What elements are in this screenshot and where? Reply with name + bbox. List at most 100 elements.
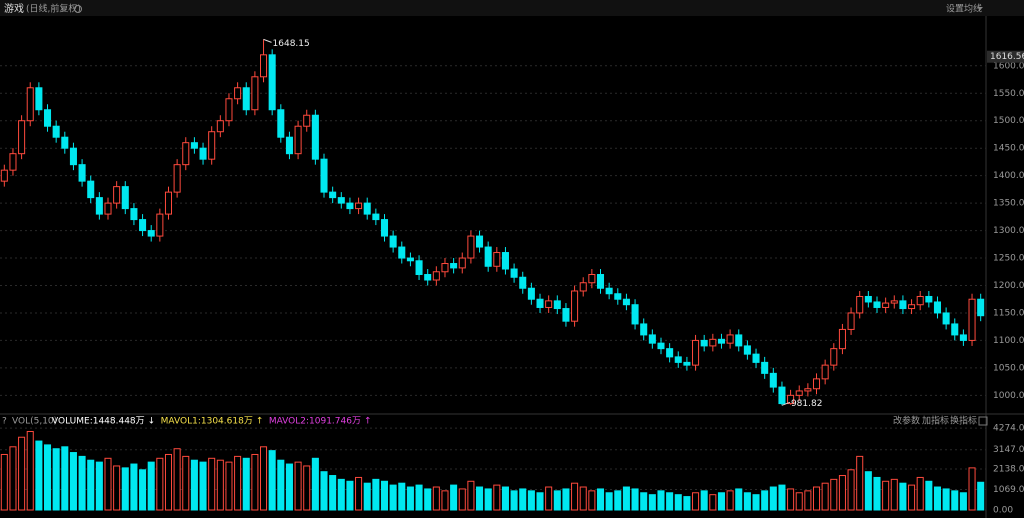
- candle-body: [52, 125, 60, 138]
- settings-icon[interactable]: [74, 5, 82, 13]
- low-annotation: 981.82: [791, 399, 823, 409]
- candle-body: [87, 180, 95, 199]
- candle-body: [0, 169, 8, 182]
- annotation-arrow: [781, 401, 791, 406]
- candle-body: [303, 114, 311, 127]
- volume-bar: [519, 488, 527, 511]
- vol-title: VOL(5,10): [12, 417, 57, 427]
- volume-bar: [476, 486, 484, 511]
- volume-bar: [812, 486, 821, 511]
- candle-body: [346, 202, 354, 210]
- candle-body: [173, 164, 181, 193]
- volume-bar: [139, 469, 147, 511]
- candle-body: [467, 235, 475, 259]
- y-tick-label: 1000.00: [993, 391, 1024, 401]
- candle-body: [838, 328, 846, 350]
- candle-body: [769, 372, 777, 388]
- volume-bar: [398, 482, 406, 511]
- volume-bar: [277, 459, 285, 511]
- volume-bar: [510, 490, 518, 511]
- volume-bar: [355, 476, 363, 511]
- candle-body: [216, 120, 224, 133]
- volume-bar: [959, 492, 967, 511]
- volume-bar: [553, 490, 561, 511]
- candle-body: [519, 276, 527, 289]
- candle-body: [614, 293, 622, 300]
- volume-bar: [890, 478, 898, 511]
- candle-body: [484, 246, 492, 267]
- volume-bar: [657, 490, 665, 511]
- candle-body: [674, 356, 682, 363]
- legend-arrow: ↑: [364, 417, 372, 427]
- volume-bar: [493, 484, 501, 511]
- volume-bar: [182, 455, 190, 511]
- candle-body: [372, 213, 380, 221]
- candle-body: [225, 98, 233, 122]
- candle-body: [847, 312, 855, 330]
- volume-bar: [873, 476, 881, 511]
- candle-body: [182, 142, 190, 166]
- volume-bar: [666, 492, 674, 511]
- vol-help[interactable]: ?: [2, 417, 7, 427]
- toolbar-button[interactable]: 改参数: [893, 415, 920, 427]
- candle-body: [536, 298, 544, 308]
- candle-body: [139, 219, 147, 232]
- toolbar-button[interactable]: 加指标: [922, 415, 949, 427]
- period: (日线,前复权): [26, 3, 81, 15]
- candle-body: [164, 191, 173, 215]
- legend-entry: MAVOL2:1091.746万: [269, 417, 361, 427]
- volume-bar: [441, 490, 449, 511]
- volume-bar: [968, 467, 976, 511]
- candle-body: [501, 252, 509, 270]
- volume-bar: [769, 486, 777, 511]
- volume-bar: [648, 494, 656, 511]
- volume-bar: [190, 459, 198, 511]
- candle-body: [959, 334, 967, 341]
- candle-body: [761, 361, 769, 374]
- candle-body: [121, 186, 129, 210]
- y-tick-label: 3147.00: [993, 445, 1024, 455]
- dropdown-arrow[interactable]: [977, 7, 983, 10]
- candle-body: [562, 308, 570, 322]
- candle-body: [596, 274, 605, 289]
- volume-bar: [579, 486, 587, 511]
- candle-body: [493, 252, 501, 267]
- volume-bar: [251, 453, 259, 511]
- volume-bar: [216, 459, 224, 511]
- candle-body: [942, 312, 950, 325]
- candle-body: [571, 290, 579, 322]
- candle-body: [380, 219, 389, 237]
- volume-bar: [311, 457, 319, 511]
- toolbar-button[interactable]: 换指标: [950, 415, 977, 427]
- volume-bar: [761, 490, 769, 511]
- y-tick-label: 1200.00: [993, 281, 1024, 291]
- volume-bar: [415, 484, 423, 511]
- volume-bar: [683, 496, 691, 511]
- candle-body: [683, 361, 691, 366]
- volume-bar: [285, 463, 293, 511]
- candle-body: [527, 287, 535, 300]
- candle-body: [864, 295, 872, 303]
- candle-body: [450, 263, 458, 269]
- volume-bar: [69, 452, 77, 511]
- volume-bar: [424, 488, 432, 511]
- candle-body: [104, 202, 112, 215]
- candle-body: [933, 301, 942, 314]
- ma-setting[interactable]: 设置均线: [946, 3, 982, 15]
- volume-bar: [164, 453, 173, 511]
- volume-bar: [121, 467, 129, 511]
- candle-body: [631, 304, 639, 325]
- volume-bar: [916, 476, 924, 511]
- candle-body: [415, 260, 423, 276]
- candle-body: [277, 109, 285, 138]
- y-tick-label: 1550.00: [993, 89, 1024, 99]
- volume-bar: [735, 488, 743, 511]
- volume-bar: [622, 486, 630, 511]
- candle-body: [804, 388, 812, 392]
- candle-body: [951, 323, 959, 336]
- y-tick-label: 1150.00: [993, 308, 1024, 318]
- candle-body: [147, 230, 155, 237]
- volume-bar: [977, 481, 985, 511]
- candle-body: [294, 125, 302, 155]
- expand-button[interactable]: [978, 416, 988, 426]
